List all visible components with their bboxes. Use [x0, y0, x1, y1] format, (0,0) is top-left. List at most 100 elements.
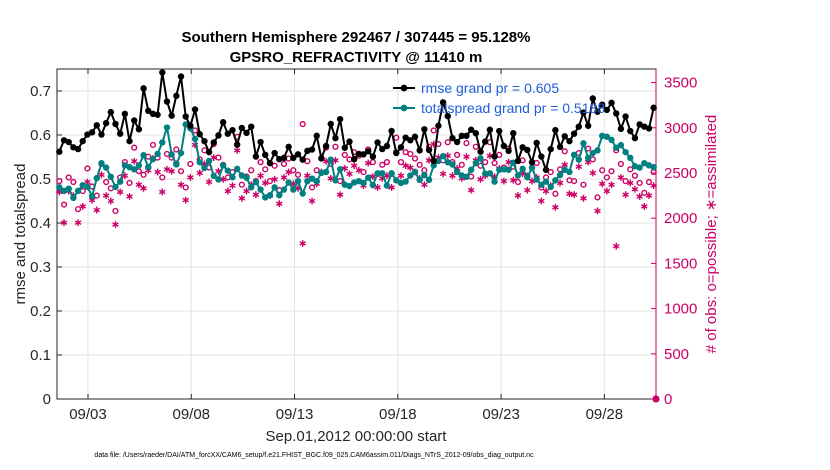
data-point-assimilated — [524, 186, 531, 194]
data-point-assimilated — [421, 181, 428, 189]
data-point — [74, 145, 82, 153]
data-point-assimilated — [402, 162, 409, 170]
data-point-assimilated — [570, 191, 578, 199]
data-point-possible — [248, 167, 255, 174]
data-point — [570, 130, 578, 137]
data-point — [74, 187, 82, 195]
data-point-possible — [383, 159, 391, 166]
data-point — [252, 178, 260, 186]
data-point-possible — [262, 166, 269, 173]
data-point-assimilated — [514, 192, 522, 199]
data-point — [500, 166, 508, 173]
data-point-assimilated — [538, 197, 545, 205]
data-point-assimilated — [608, 181, 615, 189]
data-point — [93, 174, 100, 182]
data-point — [294, 151, 302, 158]
data-point — [435, 157, 442, 165]
data-point — [102, 164, 110, 171]
data-point-possible — [463, 140, 470, 147]
x-tick-label: 09/03 — [69, 406, 107, 423]
data-point-assimilated — [598, 180, 606, 188]
data-point — [238, 124, 246, 132]
data-point — [173, 92, 180, 100]
data-point-possible — [603, 174, 610, 181]
data-point — [402, 178, 409, 185]
data-point-possible — [360, 168, 367, 176]
data-point — [116, 130, 124, 137]
data-point — [439, 99, 447, 106]
data-point — [603, 133, 611, 140]
data-point — [196, 130, 203, 138]
data-point-possible — [140, 171, 147, 178]
data-point-assimilated — [626, 179, 634, 187]
data-point — [519, 165, 526, 173]
data-point — [505, 147, 512, 155]
data-point — [547, 145, 554, 153]
data-point — [383, 142, 391, 150]
data-point-assimilated — [257, 172, 264, 180]
data-point — [477, 155, 484, 162]
data-point — [233, 165, 241, 173]
data-point — [257, 186, 264, 193]
data-point-possible — [552, 190, 559, 197]
data-point-assimilated — [439, 170, 447, 178]
data-point-assimilated — [243, 187, 250, 195]
data-point-possible — [149, 141, 157, 149]
data-point — [379, 170, 386, 177]
data-point — [393, 149, 400, 157]
data-point-assimilated — [603, 187, 611, 195]
data-point-possible — [332, 143, 339, 150]
data-point — [210, 172, 217, 180]
data-point-assimilated — [364, 159, 372, 167]
y-right-tick-label: 0 — [664, 391, 672, 408]
y-right-tick-label: 2500 — [664, 165, 697, 182]
data-point — [88, 129, 96, 136]
data-point-possible — [627, 166, 634, 173]
data-point — [547, 183, 554, 191]
data-point-assimilated — [355, 166, 363, 174]
data-point — [65, 138, 72, 146]
data-point — [421, 171, 428, 179]
data-point — [243, 174, 250, 181]
data-point — [481, 170, 489, 177]
data-point — [561, 133, 568, 140]
data-point — [299, 156, 306, 163]
data-point-assimilated — [74, 219, 82, 227]
data-point-assimilated — [336, 191, 344, 199]
data-point-assimilated — [477, 175, 484, 183]
data-point — [598, 101, 606, 108]
data-point-possible — [126, 179, 133, 187]
data-point-possible — [430, 127, 437, 134]
data-point-assimilated — [210, 154, 218, 162]
data-point — [210, 139, 217, 146]
data-point — [430, 157, 437, 165]
data-point — [570, 151, 578, 158]
data-point — [449, 161, 456, 168]
data-point — [327, 156, 334, 163]
data-point — [65, 185, 72, 192]
data-point-assimilated — [112, 221, 119, 228]
x-axis: 09/03 09/08 09/13 09/18 09/23 09/28 — [69, 69, 623, 423]
data-point — [472, 159, 480, 167]
data-point — [374, 170, 381, 177]
data-point-possible — [411, 155, 419, 162]
data-point — [627, 127, 634, 135]
data-point-assimilated — [158, 188, 166, 196]
data-point — [88, 192, 96, 200]
data-point — [332, 134, 339, 142]
data-point — [477, 148, 484, 155]
data-point — [205, 148, 213, 156]
data-point — [613, 144, 620, 151]
data-point-assimilated — [233, 146, 241, 154]
data-point-assimilated — [397, 172, 405, 180]
data-point-possible — [74, 206, 82, 213]
data-point — [589, 95, 597, 102]
data-point — [243, 129, 250, 136]
data-point — [168, 151, 175, 158]
data-point-assimilated — [575, 163, 583, 171]
data-point — [636, 164, 643, 171]
data-point — [191, 106, 199, 113]
y-right-tick-label: 3000 — [664, 120, 697, 137]
data-point-possible — [159, 174, 166, 181]
legend-label-totalspread: totalspread grand pr = 0.5188 — [421, 100, 605, 116]
